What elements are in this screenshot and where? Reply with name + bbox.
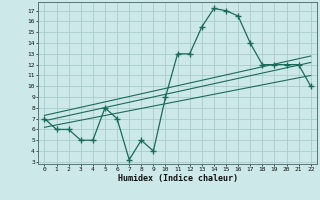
X-axis label: Humidex (Indice chaleur): Humidex (Indice chaleur) xyxy=(118,174,238,183)
